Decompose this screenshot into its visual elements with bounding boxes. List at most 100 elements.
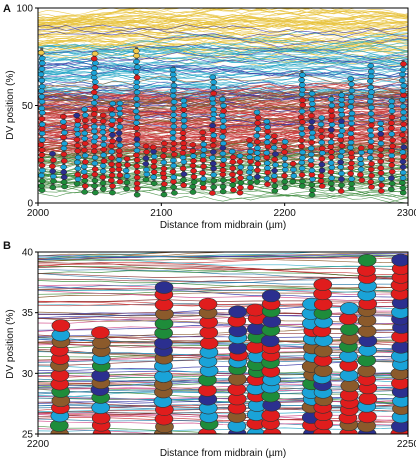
marker-point (246, 137, 253, 143)
marker-point (307, 145, 315, 152)
panel-a-letter: A (3, 3, 11, 15)
marker-point (338, 143, 346, 149)
marker-point (180, 144, 188, 151)
marker-point (228, 148, 236, 155)
marker-point (210, 172, 218, 178)
marker-point (220, 140, 227, 147)
marker-point (367, 138, 375, 145)
marker-point (388, 125, 395, 131)
marker-point (210, 137, 217, 143)
marker-point (189, 189, 197, 195)
marker-point (247, 179, 254, 186)
marker-point (313, 298, 333, 311)
marker-point (200, 141, 208, 147)
marker-point (318, 134, 325, 140)
trace-line (38, 14, 408, 36)
marker-point (280, 143, 288, 150)
marker-point (199, 180, 207, 186)
marker-point (348, 181, 355, 187)
marker-point (318, 183, 326, 189)
marker-point (209, 96, 216, 102)
marker-point (107, 106, 115, 112)
marker-point (170, 157, 177, 164)
marker-point (348, 81, 355, 87)
marker-point (220, 157, 228, 163)
marker-point (90, 56, 98, 62)
trace-line (38, 47, 408, 60)
marker-point (308, 106, 316, 112)
trace-line (38, 18, 408, 28)
marker-point (154, 281, 174, 294)
marker-point (399, 126, 407, 132)
marker-point (377, 126, 385, 132)
marker-point (347, 76, 355, 82)
marker-point (74, 171, 82, 178)
marker-point (60, 158, 68, 164)
marker-point (272, 162, 279, 168)
y-tick-label: 25 (22, 430, 34, 441)
marker-point (348, 176, 356, 182)
marker-point (299, 87, 306, 93)
marker-point (142, 143, 150, 149)
trace-line (38, 21, 408, 34)
marker-point (236, 169, 244, 176)
marker-point (38, 183, 45, 189)
trace-line (38, 10, 408, 29)
marker-point (170, 112, 177, 118)
marker-point (170, 163, 177, 169)
marker-point (400, 144, 408, 150)
panel-b-x-label: Distance from midbrain (µm) (160, 448, 286, 459)
marker-point (179, 150, 187, 156)
marker-point (99, 118, 107, 124)
marker-point (124, 162, 131, 168)
marker-point (246, 154, 254, 160)
marker-point (368, 89, 375, 95)
marker-point (133, 163, 141, 169)
marker-point (254, 126, 262, 132)
marker-point (49, 184, 57, 191)
marker-point (220, 177, 227, 183)
marker-point (115, 166, 123, 172)
marker-point (298, 172, 306, 178)
marker-point (179, 165, 187, 172)
marker-point (81, 106, 88, 112)
marker-point (38, 130, 46, 137)
marker-point (189, 163, 197, 169)
marker-point (92, 60, 99, 66)
marker-point (133, 64, 141, 70)
marker-point (272, 151, 279, 157)
marker-point (271, 188, 279, 194)
marker-point (170, 123, 178, 130)
marker-point (298, 77, 306, 83)
marker-point (388, 98, 396, 104)
marker-point (357, 172, 364, 178)
marker-point (388, 152, 396, 159)
marker-point (73, 112, 81, 119)
marker-point (377, 165, 385, 171)
marker-point (38, 50, 45, 56)
marker-point (318, 115, 326, 121)
marker-point (264, 165, 271, 171)
marker-point (389, 137, 396, 143)
marker-point (263, 150, 271, 156)
marker-point (368, 172, 375, 179)
marker-point (237, 180, 245, 186)
marker-point (289, 161, 297, 167)
marker-point (309, 130, 316, 136)
marker-point (150, 158, 158, 165)
marker-point (170, 184, 177, 190)
marker-point (180, 107, 188, 113)
marker-point (328, 149, 335, 155)
marker-point (180, 182, 187, 188)
marker-point (38, 60, 46, 66)
marker-point (237, 164, 245, 170)
marker-point (220, 128, 227, 135)
trace-line (38, 183, 408, 203)
marker-point (219, 112, 226, 119)
marker-point (199, 170, 206, 176)
marker-point (220, 118, 227, 124)
marker-point (60, 164, 67, 170)
marker-point (160, 192, 168, 198)
marker-point (190, 158, 197, 164)
marker-point (328, 113, 336, 119)
